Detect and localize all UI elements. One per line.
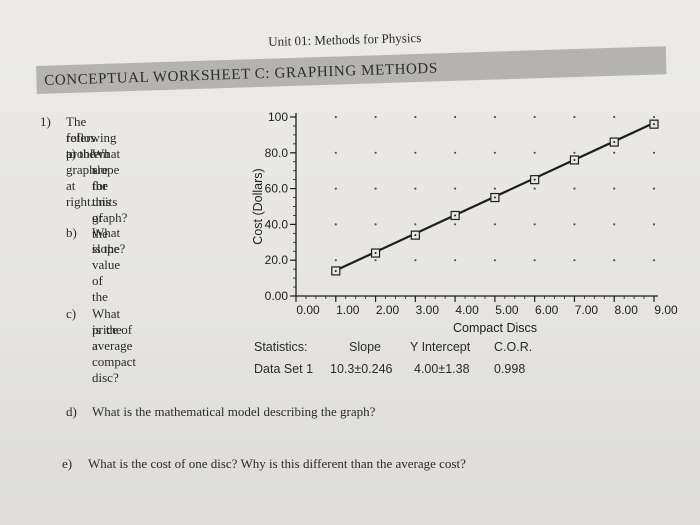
question-b-label: b)	[66, 225, 77, 240]
grid-dot	[493, 187, 496, 190]
grid-dot	[454, 151, 457, 154]
question-1-line-1: The following problem	[66, 114, 117, 161]
grid-dot	[652, 259, 656, 262]
grid-dot	[573, 259, 576, 262]
grid-dot	[533, 223, 536, 226]
grid-dot	[652, 151, 656, 154]
grid-dot	[334, 187, 337, 190]
grid-dot	[613, 187, 616, 190]
grid-dot	[414, 223, 417, 226]
x-tick-label: 7.00	[575, 303, 599, 317]
grid-dot	[613, 151, 616, 154]
x-tick-label: 5.00	[495, 303, 519, 317]
grid-dot	[652, 223, 656, 226]
x-tick-label: 2.00	[376, 303, 400, 317]
question-d-text: What is the mathematical model describin…	[92, 404, 376, 419]
grid-dot	[613, 115, 616, 119]
data-point-center	[454, 214, 457, 217]
grid-dot	[374, 187, 377, 190]
x-tick-label: 4.00	[455, 303, 479, 317]
grid-dot	[334, 223, 337, 226]
question-1-line-2: refers to the graph at right.	[66, 130, 96, 209]
grid-dot	[533, 151, 536, 154]
data-point-center	[374, 252, 377, 255]
grid-dot	[414, 151, 417, 154]
grid-dot	[533, 259, 536, 262]
grid-dot	[334, 115, 337, 119]
grid-dot	[334, 259, 337, 262]
grid-dot	[334, 151, 337, 154]
data-point-center	[573, 158, 576, 161]
x-tick-label: 8.00	[615, 303, 639, 317]
y-tick-label: 40.0	[265, 217, 289, 231]
x-tick-label: 0.00	[296, 303, 320, 317]
stats-intercept-value: 4.00±1.38	[414, 362, 470, 376]
grid-dot	[533, 187, 536, 190]
question-c-line-2: price of a compact disc?	[92, 322, 137, 385]
grid-dot	[652, 115, 656, 119]
x-tick-label: 9.00	[654, 303, 678, 317]
grid-dot	[573, 187, 576, 190]
grid-dot	[414, 115, 417, 119]
grid-dot	[414, 259, 417, 262]
grid-dot	[573, 115, 576, 119]
grid-dot	[374, 223, 377, 226]
question-d-label: d)	[66, 404, 77, 419]
grid-dot	[613, 259, 616, 262]
data-point-center	[414, 234, 417, 237]
question-a-label: a)	[66, 146, 77, 161]
question-a-line-1: What are the units of the	[92, 146, 121, 241]
x-tick-label: 1.00	[336, 303, 360, 317]
grid-dot	[454, 115, 457, 119]
grid-dot	[493, 151, 496, 154]
x-axis-label: Compact Discs	[453, 321, 537, 335]
grid-dot	[493, 115, 496, 119]
question-e-label: e)	[62, 456, 73, 471]
stats-col-cor: C.O.R.	[494, 340, 533, 354]
data-point-center	[613, 141, 616, 144]
stats-cor-value: 0.998	[494, 362, 526, 376]
grid-dot	[493, 259, 496, 262]
question-c-line-1: What is the average	[92, 306, 133, 353]
grid-dot	[374, 115, 377, 119]
y-tick-label: 20.0	[265, 253, 289, 267]
data-point-center	[533, 178, 536, 181]
grid-dot	[374, 151, 377, 154]
y-tick-label: 80.0	[265, 146, 289, 160]
stats-label: Statistics:	[254, 340, 308, 354]
grid-dot	[652, 187, 656, 190]
stats-col-slope: Slope	[349, 340, 381, 354]
question-e-text: What is the cost of one disc? Why is thi…	[88, 456, 466, 471]
question-b-line-2: slope?	[92, 241, 126, 256]
grid-dot	[414, 187, 417, 190]
grid-dot	[454, 259, 457, 262]
y-tick-label: 100	[268, 110, 288, 124]
x-tick-label: 3.00	[416, 303, 440, 317]
x-tick-label: 6.00	[535, 303, 559, 317]
y-tick-label: 0.00	[265, 289, 289, 303]
grid-dot	[613, 223, 616, 226]
stats-row-label: Data Set 1	[254, 362, 314, 376]
y-axis-label: Cost (Dollars)	[251, 168, 265, 244]
question-c-label: c)	[66, 306, 77, 321]
grid-dot	[454, 223, 457, 226]
grid-dot	[573, 223, 576, 226]
question-b-line-1: What is the value of the	[92, 225, 121, 304]
y-tick-label: 60.0	[265, 182, 289, 196]
grid-dot	[533, 115, 536, 119]
question-1-number: 1)	[40, 114, 51, 129]
grid-dot	[493, 223, 496, 226]
grid-dot	[374, 259, 377, 262]
stats-col-intercept: Y Intercept	[410, 340, 471, 354]
data-point-center	[493, 196, 496, 199]
stats-slope-value: 10.3±0.246	[330, 362, 393, 376]
data-point-center	[334, 269, 337, 272]
grid-dot	[573, 151, 576, 154]
grid-dot	[454, 187, 457, 190]
data-point-center	[653, 123, 655, 126]
question-a-line-2: slope for this graph?	[92, 162, 128, 225]
